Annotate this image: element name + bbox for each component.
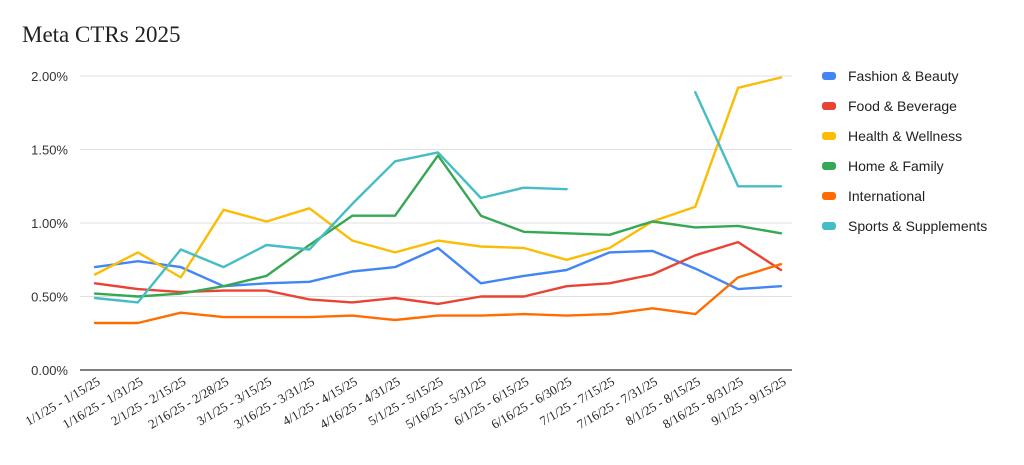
series-lines (93, 76, 783, 325)
series-line-international (93, 263, 783, 325)
legend-item[interactable]: Food & Beverage (822, 98, 957, 114)
series-line-fashion-beauty (93, 246, 783, 291)
y-tick-label: 0.00% (31, 363, 68, 378)
legend-label: International (848, 188, 925, 204)
legend-item[interactable]: Fashion & Beauty (822, 68, 959, 84)
legend-swatch (822, 102, 836, 110)
series-line-health-wellness (93, 76, 783, 279)
legend-label: Fashion & Beauty (848, 68, 959, 84)
legend-label: Food & Beverage (848, 98, 957, 114)
x-axis-ticks: 1/1/25 - 1/15/251/16/25 - 1/31/252/1/25 … (22, 374, 788, 432)
legend-label: Health & Wellness (848, 128, 962, 144)
legend-swatch (822, 192, 836, 200)
legend-swatch (822, 132, 836, 140)
y-tick-label: 0.50% (31, 290, 68, 305)
series-line-sports-supplements (93, 151, 568, 304)
legend-item[interactable]: International (822, 188, 925, 204)
y-tick-label: 1.00% (31, 216, 68, 231)
series-line-food-beverage (93, 240, 783, 306)
legend-swatch (822, 72, 836, 80)
legend-item[interactable]: Home & Family (822, 158, 944, 174)
y-axis-ticks: 0.00% 0.50% 1.00% 1.50% 2.00% (31, 69, 68, 378)
chart-title: Meta CTRs 2025 (22, 22, 181, 47)
legend-swatch (822, 162, 836, 170)
legend-item[interactable]: Health & Wellness (822, 128, 962, 144)
legend: Fashion & Beauty Food & Beverage Health & … (822, 68, 987, 234)
legend-item[interactable]: Sports & Supplements (822, 218, 987, 234)
legend-swatch (822, 222, 836, 230)
gridlines (80, 75, 792, 371)
legend-label: Home & Family (848, 158, 944, 174)
y-tick-label: 2.00% (31, 69, 68, 84)
series-line-home-family (93, 154, 783, 298)
y-tick-label: 1.50% (31, 143, 68, 158)
series-line-sports-supplements (694, 90, 783, 188)
legend-label: Sports & Supplements (848, 218, 987, 234)
